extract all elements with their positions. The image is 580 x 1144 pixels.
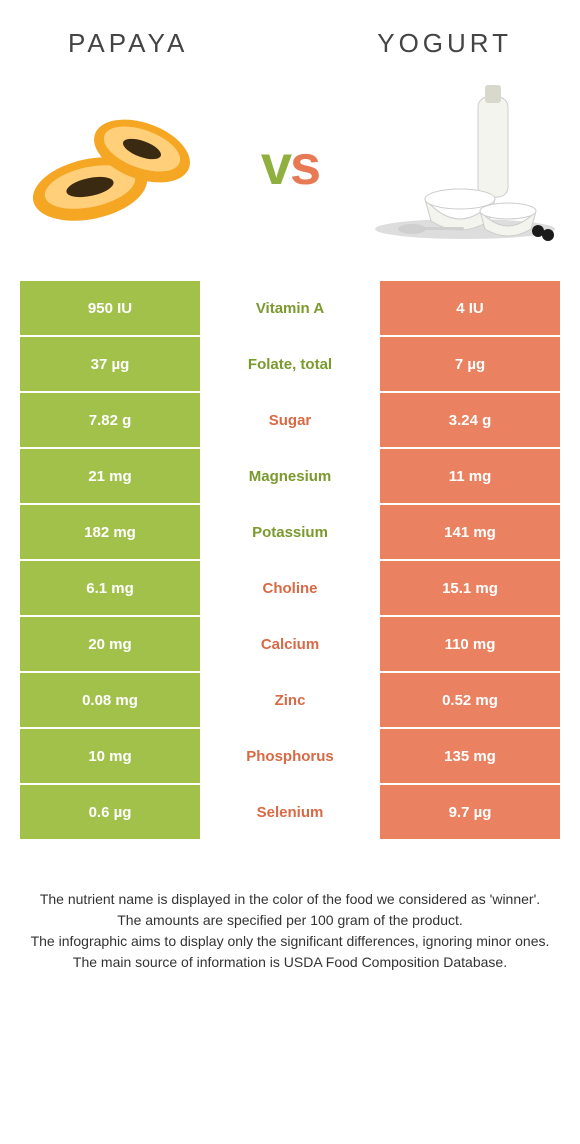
footnote-line: The nutrient name is displayed in the co… — [28, 889, 552, 910]
table-row: 37 µgFolate, total7 µg — [20, 335, 560, 391]
value-papaya: 37 µg — [20, 337, 200, 391]
nutrient-label: Folate, total — [200, 337, 380, 391]
header: Papaya Yogurt — [0, 0, 580, 79]
nutrient-label: Zinc — [200, 673, 380, 727]
table-row: 6.1 mgCholine15.1 mg — [20, 559, 560, 615]
value-papaya: 0.08 mg — [20, 673, 200, 727]
value-papaya: 10 mg — [20, 729, 200, 783]
value-yogurt: 9.7 µg — [380, 785, 560, 839]
title-right: Yogurt — [377, 28, 512, 59]
table-row: 7.82 gSugar3.24 g — [20, 391, 560, 447]
papaya-icon — [20, 79, 210, 249]
value-yogurt: 141 mg — [380, 505, 560, 559]
vs-s: s — [290, 133, 319, 196]
nutrient-label: Magnesium — [200, 449, 380, 503]
yogurt-icon — [370, 79, 560, 249]
table-row: 0.08 mgZinc0.52 mg — [20, 671, 560, 727]
value-papaya: 0.6 µg — [20, 785, 200, 839]
nutrient-table: 950 IUVitamin A4 IU37 µgFolate, total7 µ… — [20, 279, 560, 839]
nutrient-label: Potassium — [200, 505, 380, 559]
value-yogurt: 4 IU — [380, 281, 560, 335]
nutrient-label: Choline — [200, 561, 380, 615]
nutrient-label: Selenium — [200, 785, 380, 839]
value-yogurt: 0.52 mg — [380, 673, 560, 727]
table-row: 20 mgCalcium110 mg — [20, 615, 560, 671]
value-papaya: 950 IU — [20, 281, 200, 335]
table-row: 950 IUVitamin A4 IU — [20, 279, 560, 335]
nutrient-label: Calcium — [200, 617, 380, 671]
table-row: 182 mgPotassium141 mg — [20, 503, 560, 559]
value-yogurt: 3.24 g — [380, 393, 560, 447]
yogurt-image — [370, 79, 560, 249]
table-row: 10 mgPhosphorus135 mg — [20, 727, 560, 783]
value-papaya: 20 mg — [20, 617, 200, 671]
table-row: 0.6 µgSelenium9.7 µg — [20, 783, 560, 839]
value-yogurt: 11 mg — [380, 449, 560, 503]
value-yogurt: 110 mg — [380, 617, 560, 671]
value-yogurt: 7 µg — [380, 337, 560, 391]
nutrient-label: Vitamin A — [200, 281, 380, 335]
value-papaya: 21 mg — [20, 449, 200, 503]
value-papaya: 7.82 g — [20, 393, 200, 447]
images-row: vs — [0, 79, 580, 279]
value-papaya: 182 mg — [20, 505, 200, 559]
footnote-line: The amounts are specified per 100 gram o… — [28, 910, 552, 931]
vs-label: vs — [261, 132, 319, 197]
value-yogurt: 15.1 mg — [380, 561, 560, 615]
footnote-line: The main source of information is USDA F… — [28, 952, 552, 973]
footnotes: The nutrient name is displayed in the co… — [0, 839, 580, 973]
table-row: 21 mgMagnesium11 mg — [20, 447, 560, 503]
papaya-image — [20, 79, 210, 249]
vs-v: v — [261, 133, 290, 196]
footnote-line: The infographic aims to display only the… — [28, 931, 552, 952]
value-papaya: 6.1 mg — [20, 561, 200, 615]
value-yogurt: 135 mg — [380, 729, 560, 783]
nutrient-label: Phosphorus — [200, 729, 380, 783]
nutrient-label: Sugar — [200, 393, 380, 447]
title-left: Papaya — [68, 28, 188, 59]
